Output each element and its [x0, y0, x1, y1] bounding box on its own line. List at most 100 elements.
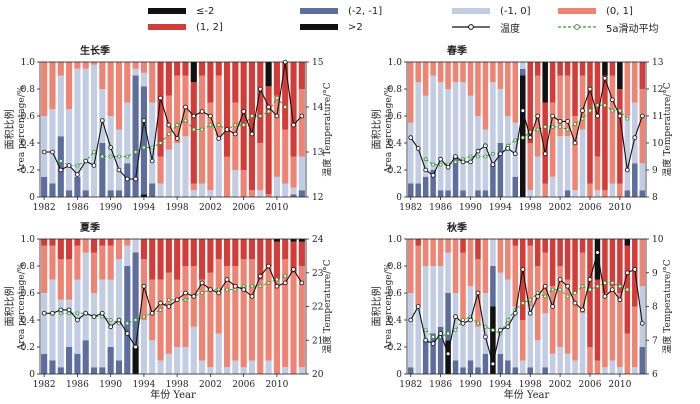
- moving-average-point: [75, 163, 80, 168]
- legend-item: 5a滑动平均: [558, 20, 659, 35]
- bar-segment: [520, 68, 526, 76]
- moving-average-point: [100, 154, 105, 159]
- x-tick-label: 2010: [265, 380, 288, 390]
- bar-segment: [66, 190, 73, 197]
- bar-segment: [74, 68, 81, 177]
- bar-segment: [165, 272, 172, 354]
- temperature-point: [610, 287, 615, 292]
- bar-segment: [482, 293, 489, 354]
- bar-segment: [99, 239, 106, 246]
- temperature-point: [557, 277, 563, 282]
- bar-segment: [527, 190, 533, 197]
- legend-label: (-1, 0]: [500, 5, 531, 17]
- moving-average-line: [60, 97, 286, 166]
- bar-segment: [174, 62, 181, 76]
- bar-segment: [290, 187, 297, 195]
- temperature-point: [299, 113, 305, 119]
- bar-segment: [140, 194, 147, 197]
- bar-segment: [557, 239, 563, 266]
- x-tick-label: 2010: [265, 203, 288, 213]
- bar-segment: [602, 367, 608, 374]
- moving-average-point: [603, 103, 607, 108]
- bar-segment: [207, 239, 214, 273]
- y-left-tick-label: 0.2: [388, 166, 402, 176]
- y-right-tick-label: 21: [312, 336, 323, 346]
- moving-average-point: [175, 123, 180, 127]
- y-left-tick-label: 0: [29, 370, 35, 380]
- bar-segment: [132, 68, 139, 76]
- temperature-point: [100, 118, 105, 123]
- temperature-point: [483, 143, 488, 149]
- bar-segment: [74, 353, 81, 374]
- bar-segment: [505, 360, 511, 374]
- bar-segment: [407, 367, 414, 374]
- bar-segment: [445, 293, 451, 341]
- legend-swatch: [300, 8, 338, 14]
- moving-average-point: [158, 307, 163, 312]
- y-right-tick-label: 13: [652, 58, 664, 68]
- bar-segment: [512, 306, 519, 368]
- bar-segment: [165, 353, 172, 374]
- x-tick-label: 2010: [608, 380, 631, 390]
- bar-segment: [174, 143, 181, 197]
- bar-segment: [190, 239, 197, 266]
- temperature-point: [408, 135, 414, 140]
- bar-segment: [482, 129, 489, 191]
- bar-segment: [107, 190, 114, 197]
- moving-average-point: [150, 145, 155, 150]
- x-tick-label: 2006: [232, 203, 255, 213]
- bar-segment: [182, 136, 189, 197]
- y-left-tick-label: 1.0: [388, 235, 403, 245]
- legend-swatch: [558, 8, 596, 14]
- bar-segment: [107, 239, 114, 246]
- temperature-point: [125, 331, 130, 336]
- moving-average-point: [446, 331, 451, 336]
- bar-segment: [422, 266, 429, 341]
- plot-frame: [39, 61, 307, 198]
- bar-segment: [512, 176, 519, 197]
- moving-average-point: [133, 150, 138, 154]
- temperature-point: [527, 135, 533, 140]
- bar-segment: [430, 333, 436, 374]
- temperature-point: [430, 173, 436, 178]
- legend-item: >2: [300, 20, 363, 34]
- temperature-point: [445, 165, 451, 170]
- moving-average-point: [438, 162, 443, 167]
- y-left-tick-label: 0.4: [388, 316, 403, 326]
- temperature-point: [299, 280, 305, 286]
- bar-segment: [422, 95, 429, 177]
- x-tick-label: 1990: [99, 203, 122, 213]
- bar-segment: [587, 62, 593, 184]
- moving-average-point: [166, 297, 171, 302]
- bar-segment: [557, 62, 563, 76]
- bar-segment: [467, 239, 474, 287]
- temperature-point: [249, 131, 255, 137]
- y-right-tick-label: 22: [312, 303, 323, 313]
- bar-segment: [512, 122, 519, 177]
- temperature-point: [542, 151, 548, 157]
- x-tick-label: 1994: [489, 203, 512, 213]
- bar-segment: [66, 299, 73, 347]
- moving-average-point: [513, 138, 518, 143]
- bar-segment: [639, 62, 646, 89]
- bar-segment: [215, 239, 222, 260]
- bar-segment: [298, 239, 305, 242]
- bar-segment: [557, 136, 563, 197]
- bar-segment: [49, 239, 56, 246]
- legend-label: ≤-2: [196, 5, 215, 17]
- temperature-point: [535, 113, 540, 119]
- temperature-point: [183, 290, 188, 296]
- bar-segment: [232, 170, 239, 197]
- temperature-point: [224, 127, 230, 132]
- temperature-point: [423, 167, 429, 173]
- moving-average-point: [625, 116, 630, 121]
- bar-segment: [520, 360, 526, 374]
- temperature-point: [166, 304, 172, 309]
- temperature-point: [632, 135, 638, 140]
- bar-segment: [594, 190, 601, 197]
- temperature-point: [617, 297, 623, 303]
- bar-segment: [140, 62, 147, 73]
- temperature-point: [141, 283, 147, 289]
- bar-segment: [534, 266, 541, 341]
- legend-label: 温度: [500, 23, 520, 35]
